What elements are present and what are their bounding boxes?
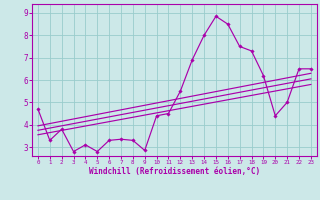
X-axis label: Windchill (Refroidissement éolien,°C): Windchill (Refroidissement éolien,°C) <box>89 167 260 176</box>
